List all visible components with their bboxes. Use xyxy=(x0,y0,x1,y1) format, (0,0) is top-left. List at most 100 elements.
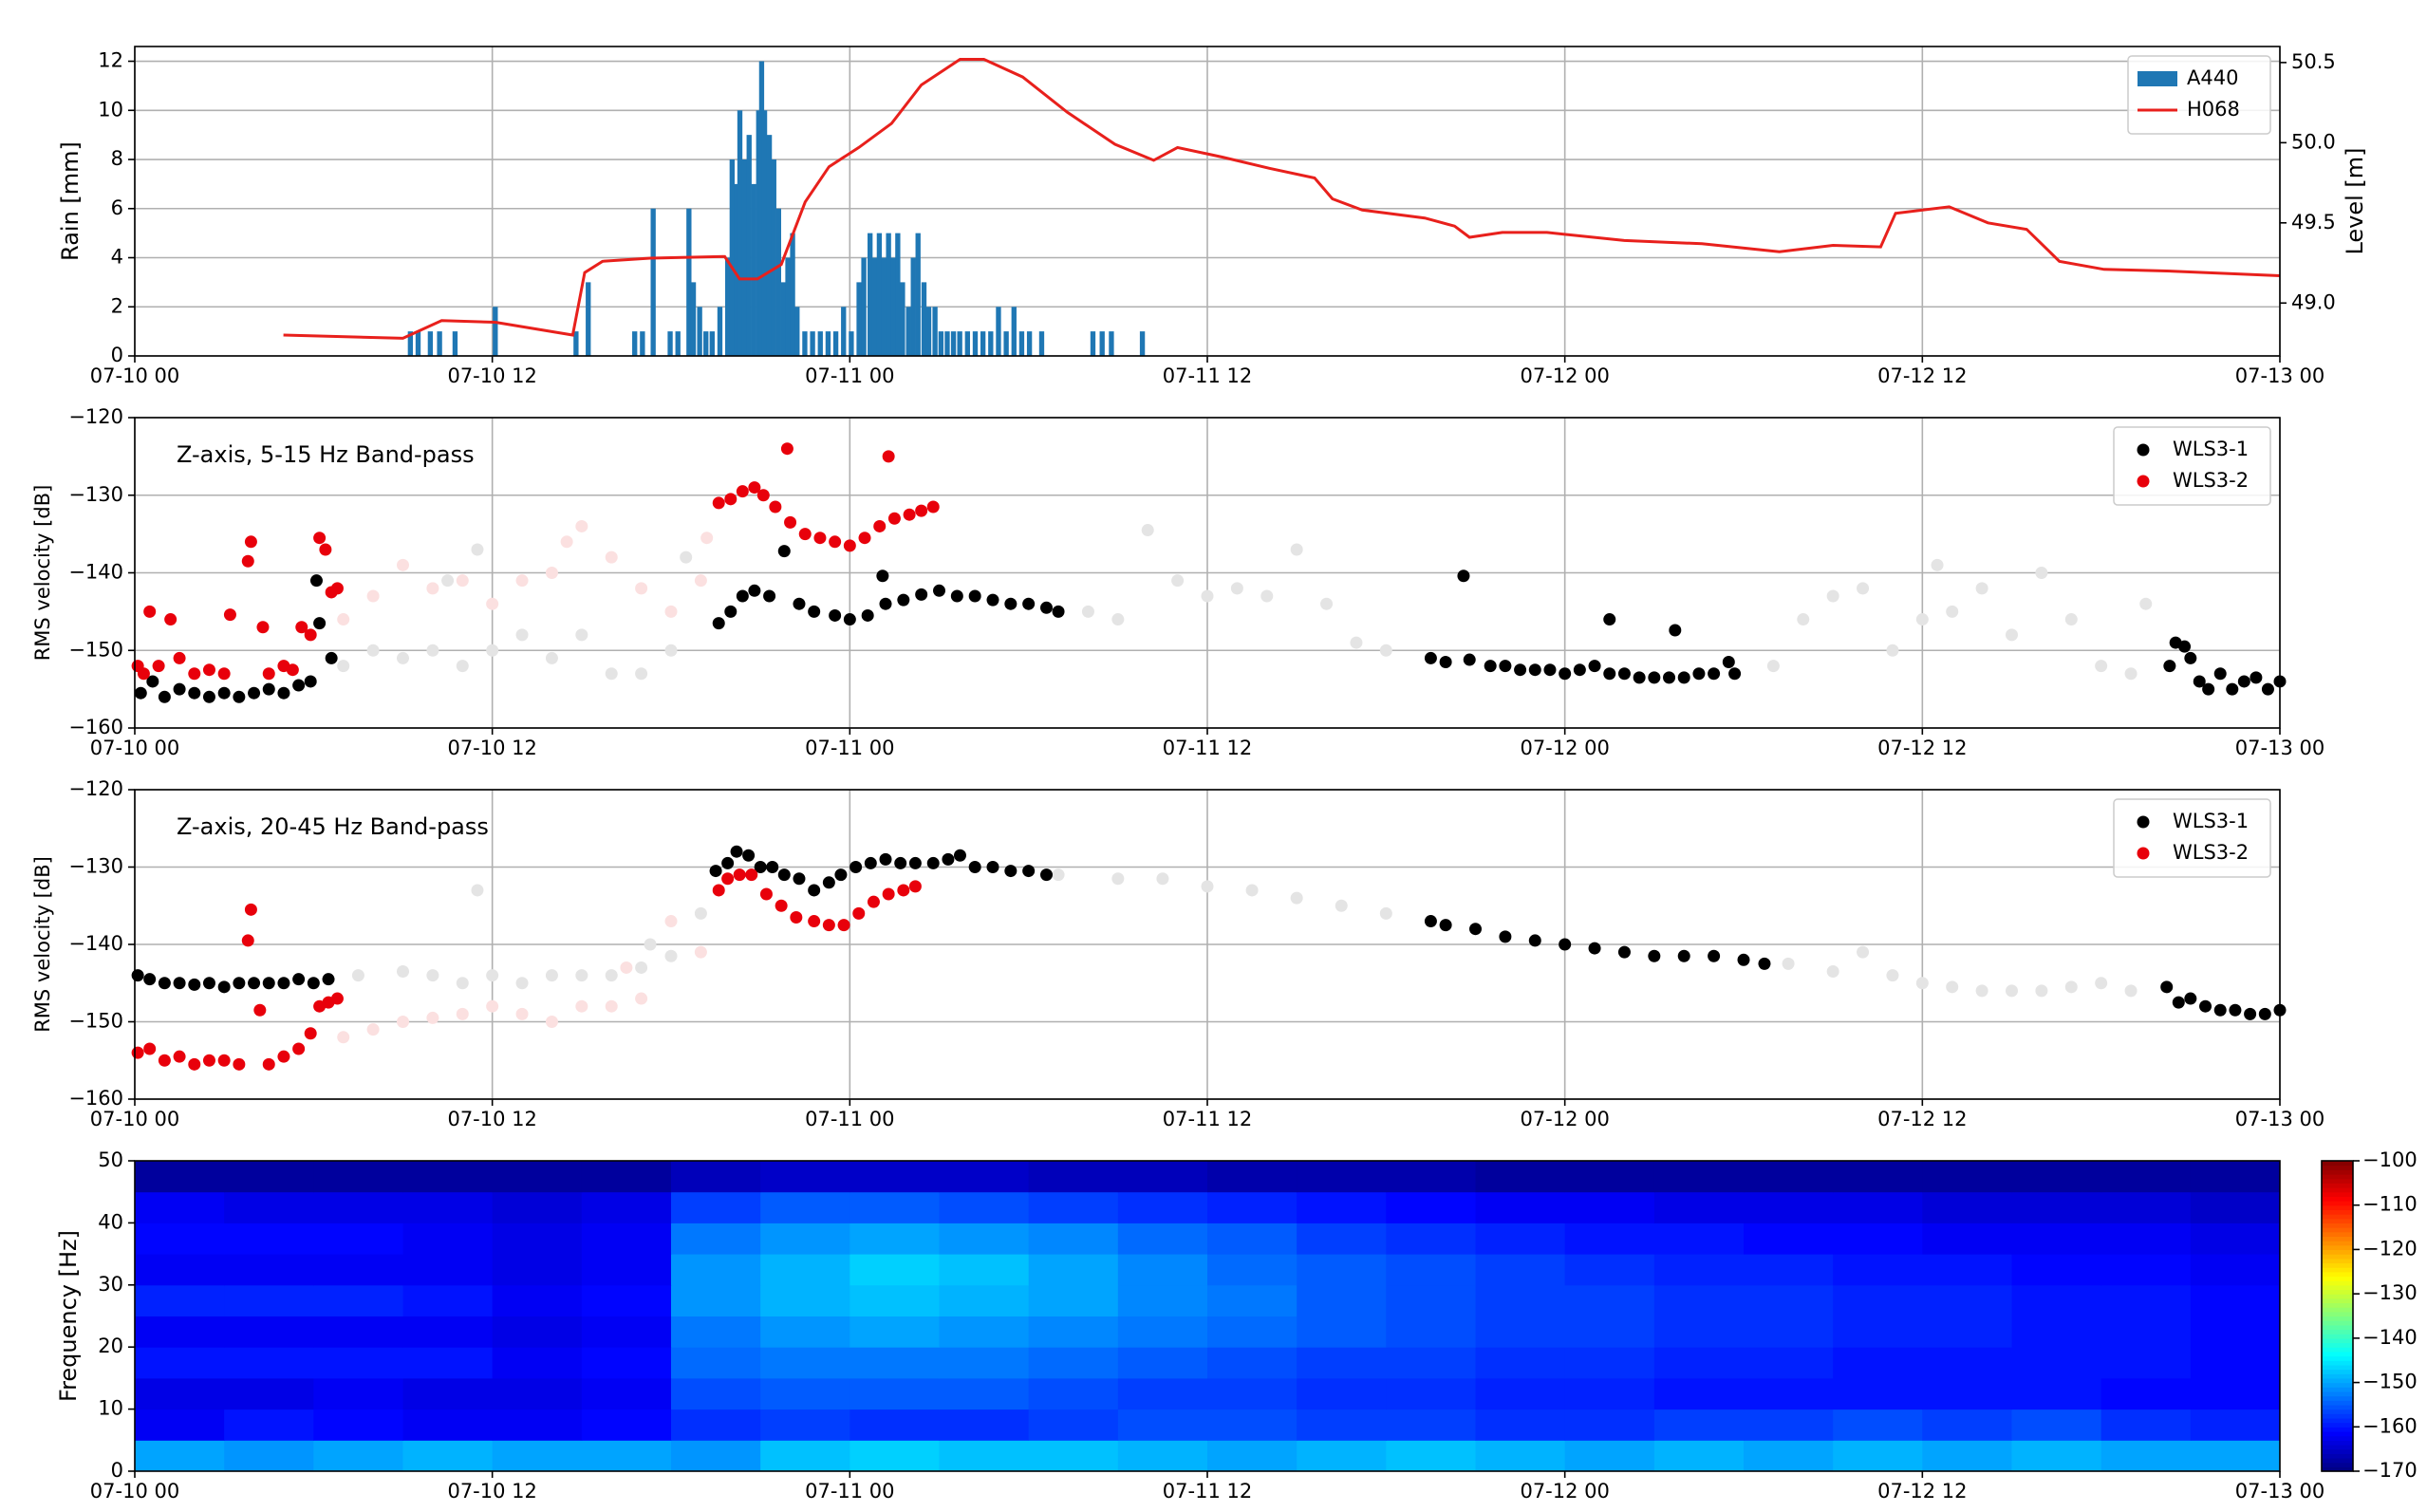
spectrogram-cell xyxy=(135,1347,225,1379)
colorbar-cell xyxy=(2322,1413,2353,1419)
spectrogram-cell xyxy=(1922,1440,2012,1472)
data-point xyxy=(777,868,791,882)
spectrogram-cell xyxy=(1207,1254,1298,1286)
masked-point xyxy=(605,969,618,982)
data-point xyxy=(1499,660,1512,673)
spectrogram-cell xyxy=(1653,1223,1745,1255)
masked-point xyxy=(575,999,588,1013)
spectrogram-cell xyxy=(1028,1254,1119,1286)
colorbar-cell xyxy=(2322,1289,2353,1295)
data-point xyxy=(721,856,735,869)
colorbar-cell xyxy=(2322,1466,2353,1472)
panel: 07-10 00 07-10 12 07-11 00 07-11 12 07-12 00… xyxy=(57,46,2368,387)
x-tick-label: 07-11 00 xyxy=(805,1108,894,1130)
annotation: Z-axis, 20-45 Hz Band-pass xyxy=(177,813,489,840)
masked-point xyxy=(1826,965,1839,979)
rain-bar xyxy=(690,282,697,356)
data-point xyxy=(1004,597,1017,610)
masked-point xyxy=(664,605,678,618)
masked-point xyxy=(1857,582,1870,595)
spectrogram-cell xyxy=(1297,1347,1387,1379)
legend-label: WLS3-1 xyxy=(2173,438,2249,460)
rain-bar xyxy=(944,331,950,356)
spectrogram-cell xyxy=(581,1191,672,1223)
data-point xyxy=(926,856,940,869)
data-point xyxy=(1439,919,1452,932)
rain-bar xyxy=(790,233,795,356)
spectrogram-cell xyxy=(1386,1440,1476,1472)
x-tick-label: 07-13 00 xyxy=(2235,737,2324,759)
data-point xyxy=(861,608,874,622)
masked-point xyxy=(1946,980,1959,994)
colorbar-cell xyxy=(2322,1462,2353,1467)
rain-bar xyxy=(675,331,681,356)
spectrogram-cell xyxy=(581,1223,672,1255)
spectrogram-cell xyxy=(1117,1161,1208,1193)
data-point xyxy=(2160,980,2174,994)
data-point xyxy=(933,584,945,597)
data-point xyxy=(143,1042,157,1055)
masked-point xyxy=(1766,660,1780,673)
colorbar-cell xyxy=(2322,1249,2353,1255)
rain-bar xyxy=(886,233,891,356)
y2-tick-label: 50.5 xyxy=(2291,50,2336,73)
colorbar-cell xyxy=(2322,1241,2353,1246)
rain-bar xyxy=(586,282,591,356)
data-point xyxy=(915,504,928,517)
spectrogram-cell xyxy=(671,1409,761,1441)
data-point xyxy=(304,1027,317,1040)
rain-bar xyxy=(915,233,921,356)
data-point xyxy=(780,442,793,456)
data-point xyxy=(313,617,327,630)
data-point xyxy=(2163,660,2176,673)
colorbar-cell xyxy=(2322,1271,2353,1278)
masked-point xyxy=(2035,984,2048,998)
data-point xyxy=(903,508,916,521)
y-axis-label: RMS velocity [dB] xyxy=(31,856,54,1033)
spectrogram-cell xyxy=(1028,1377,1119,1410)
data-point xyxy=(1603,667,1616,681)
data-point xyxy=(188,978,201,991)
data-point xyxy=(829,608,842,622)
colorbar-cell xyxy=(2322,1387,2353,1392)
spectrogram-cell xyxy=(1564,1409,1655,1441)
data-point xyxy=(1708,667,1721,681)
rain-bar xyxy=(996,307,1001,356)
masked-point xyxy=(1826,589,1839,603)
colorbar-cell xyxy=(2322,1324,2353,1331)
spectrogram-cell xyxy=(224,1223,314,1255)
masked-point xyxy=(1260,589,1274,603)
spectrogram-cell xyxy=(1653,1161,1745,1193)
spectrogram-cell xyxy=(1564,1254,1655,1286)
data-point xyxy=(908,880,922,893)
rain-bar xyxy=(817,331,823,356)
spectrogram-cell xyxy=(1028,1223,1119,1255)
data-point xyxy=(742,849,756,862)
colorbar-cell xyxy=(2322,1204,2353,1210)
rain-bar xyxy=(1099,331,1105,356)
colorbar-cell xyxy=(2322,1382,2353,1388)
spectrogram-cell xyxy=(849,1254,940,1286)
data-point xyxy=(2202,682,2215,696)
spectrogram-cell xyxy=(1653,1440,1745,1472)
data-point xyxy=(202,1054,215,1067)
masked-point xyxy=(1915,977,1929,990)
masked-point xyxy=(694,945,707,959)
data-point xyxy=(2193,675,2206,688)
spectrogram-cell xyxy=(939,1284,1030,1316)
spectrogram-cell xyxy=(1297,1254,1387,1286)
spectrogram-cell xyxy=(2011,1191,2102,1223)
spectrogram-cell xyxy=(2011,1284,2102,1316)
data-point xyxy=(1617,667,1631,681)
rain-bar xyxy=(895,233,901,356)
masked-point xyxy=(1111,872,1125,886)
spectrogram-cell xyxy=(2100,1440,2192,1472)
masked-point xyxy=(366,589,380,603)
spectrogram-cell xyxy=(1386,1316,1476,1348)
spectrogram-cell xyxy=(135,1284,225,1316)
spectrogram-cell xyxy=(313,1409,403,1441)
spectrogram-cell xyxy=(1564,1440,1655,1472)
rain-bar xyxy=(849,331,854,356)
masked-point xyxy=(575,519,588,532)
masked-point xyxy=(515,628,529,642)
